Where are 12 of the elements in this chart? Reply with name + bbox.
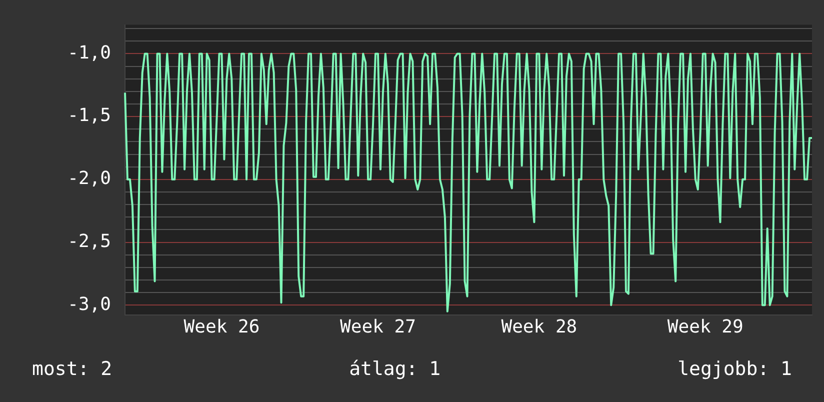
x-tick-label: Week 28 xyxy=(501,316,578,338)
y-tick-label: -3,0 xyxy=(68,294,111,315)
text: most: 2 xyxy=(32,358,112,380)
y-tick-label: -2,5 xyxy=(68,230,111,252)
text: legjobb: 1 xyxy=(678,358,792,380)
y-tick-label: -2,0 xyxy=(68,168,111,190)
x-tick-label: Week 26 xyxy=(184,316,260,338)
x-tick-label: Week 29 xyxy=(667,316,744,338)
y-tick-label: -1,0 xyxy=(68,42,111,64)
x-tick-label: Week 27 xyxy=(340,316,416,338)
text: átlag: 1 xyxy=(349,358,441,380)
y-tick-label: -1,5 xyxy=(68,105,111,126)
